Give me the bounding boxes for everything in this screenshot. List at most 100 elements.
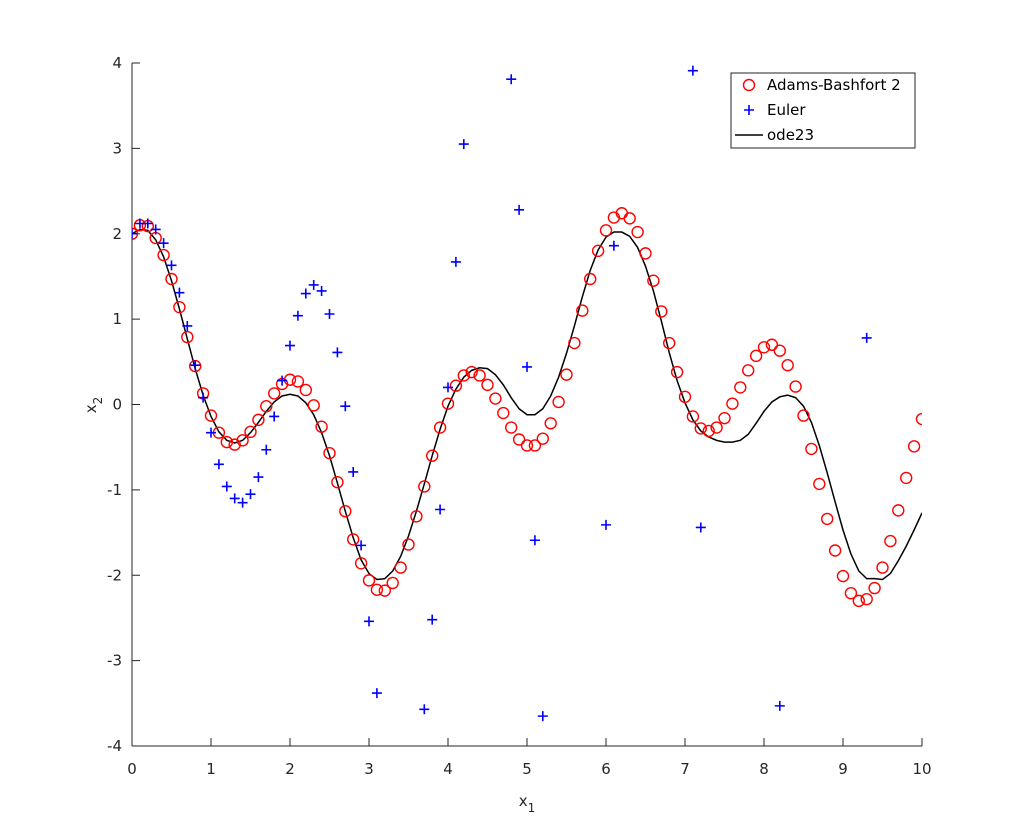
ab2-point — [836, 569, 850, 583]
legend-marker — [744, 105, 754, 115]
ab2-point — [512, 433, 526, 446]
ab2-point — [781, 359, 794, 372]
ab2-point — [433, 421, 447, 434]
euler-point — [182, 320, 193, 331]
euler-point — [443, 382, 453, 393]
euler-point — [300, 288, 311, 299]
x-tick-label: 2 — [285, 760, 295, 778]
ab2-point — [884, 534, 897, 548]
ab2-point — [489, 392, 502, 405]
x-axis-label: x1 — [519, 792, 536, 815]
ab2-point — [505, 421, 518, 434]
ab2-point — [291, 375, 305, 388]
ab2-point — [481, 378, 494, 392]
ab2-point — [718, 411, 731, 425]
ab2-point — [307, 399, 320, 412]
euler-point — [364, 616, 374, 627]
euler-point — [132, 228, 137, 239]
ab2-point — [789, 380, 802, 393]
ab2-point — [260, 400, 273, 413]
euler-point — [332, 347, 343, 358]
x-tick-label: 6 — [601, 760, 611, 778]
y-tick-label: 1 — [112, 310, 122, 328]
ab2-point — [765, 338, 779, 351]
y-axis-label: x2 — [82, 397, 105, 414]
ab2-point — [252, 413, 265, 427]
y-tick-label: 2 — [112, 225, 122, 243]
ab2-point — [915, 412, 922, 426]
y-tick-label: -3 — [107, 652, 122, 670]
ab2-point — [449, 379, 463, 392]
ab2-point — [283, 373, 297, 386]
euler-point — [213, 459, 224, 470]
ab2-point — [347, 533, 360, 546]
ab2-point — [726, 397, 739, 410]
ab2-point — [402, 538, 415, 551]
legend-marker — [742, 78, 756, 92]
euler-point — [419, 704, 430, 715]
euler-point — [450, 256, 461, 267]
euler-point — [537, 711, 548, 722]
ab2-point — [354, 557, 368, 570]
ab2-point — [734, 381, 747, 394]
ab2-point — [686, 410, 700, 423]
euler-point — [253, 472, 264, 483]
euler-point — [608, 240, 619, 251]
ab2-point — [132, 227, 139, 240]
y-tick-label: 3 — [112, 139, 122, 157]
ab2-point — [742, 364, 755, 377]
y-label-sub: 2 — [91, 397, 105, 405]
ab2-point — [639, 247, 652, 260]
ab2-point — [465, 365, 478, 379]
euler-point — [190, 360, 201, 371]
ab2-point — [362, 574, 376, 587]
ab2-point — [900, 471, 913, 485]
euler-point — [340, 401, 351, 412]
euler-point — [529, 535, 540, 546]
ab2-point — [560, 368, 573, 381]
ab2-point — [576, 304, 589, 317]
ab2-point — [876, 561, 889, 574]
ab2-point — [821, 512, 834, 526]
euler-point — [158, 238, 169, 249]
ab2-point — [457, 369, 470, 382]
euler-point — [292, 310, 303, 321]
euler-point — [166, 260, 177, 271]
ab2-point — [805, 442, 818, 456]
y-tick-label: 0 — [112, 396, 122, 414]
ab2-point — [544, 417, 557, 430]
euler-point — [198, 392, 209, 403]
ab2-point — [181, 330, 194, 344]
y-tick-label: -1 — [107, 481, 122, 499]
ab2-point — [418, 480, 431, 493]
ab2-point — [623, 212, 636, 225]
ab2-point — [631, 225, 644, 239]
ab2-point — [757, 341, 771, 354]
ab2-point — [536, 432, 549, 445]
ab2-point — [670, 365, 684, 379]
euler-point — [221, 481, 232, 492]
euler-point — [237, 497, 248, 508]
euler-point — [206, 427, 216, 438]
ab2-point — [268, 387, 281, 400]
x-tick-label: 4 — [443, 760, 453, 778]
ab2-point — [663, 336, 676, 350]
euler-point — [601, 519, 611, 530]
x-tick-label: 5 — [522, 760, 532, 778]
euler-point — [324, 309, 335, 320]
ab2-point — [315, 420, 328, 433]
euler-point — [695, 522, 706, 533]
euler-point — [150, 224, 161, 235]
plot-area — [132, 65, 922, 722]
ab2-point — [584, 272, 597, 286]
ab2-point — [165, 272, 178, 286]
euler-point — [285, 340, 295, 351]
ab2-point — [497, 406, 510, 420]
ab2-point — [749, 349, 763, 363]
ab2-point — [678, 390, 692, 404]
euler-point — [269, 411, 280, 422]
euler-point — [277, 375, 288, 386]
euler-point — [316, 285, 327, 296]
ab2-point — [647, 274, 660, 287]
x-tick-label: 7 — [680, 760, 690, 778]
